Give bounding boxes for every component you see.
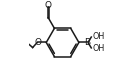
Text: O: O bbox=[45, 1, 52, 10]
Text: O: O bbox=[35, 38, 42, 47]
Text: OH: OH bbox=[93, 32, 105, 41]
Text: OH: OH bbox=[93, 44, 105, 53]
Text: B: B bbox=[84, 38, 90, 47]
